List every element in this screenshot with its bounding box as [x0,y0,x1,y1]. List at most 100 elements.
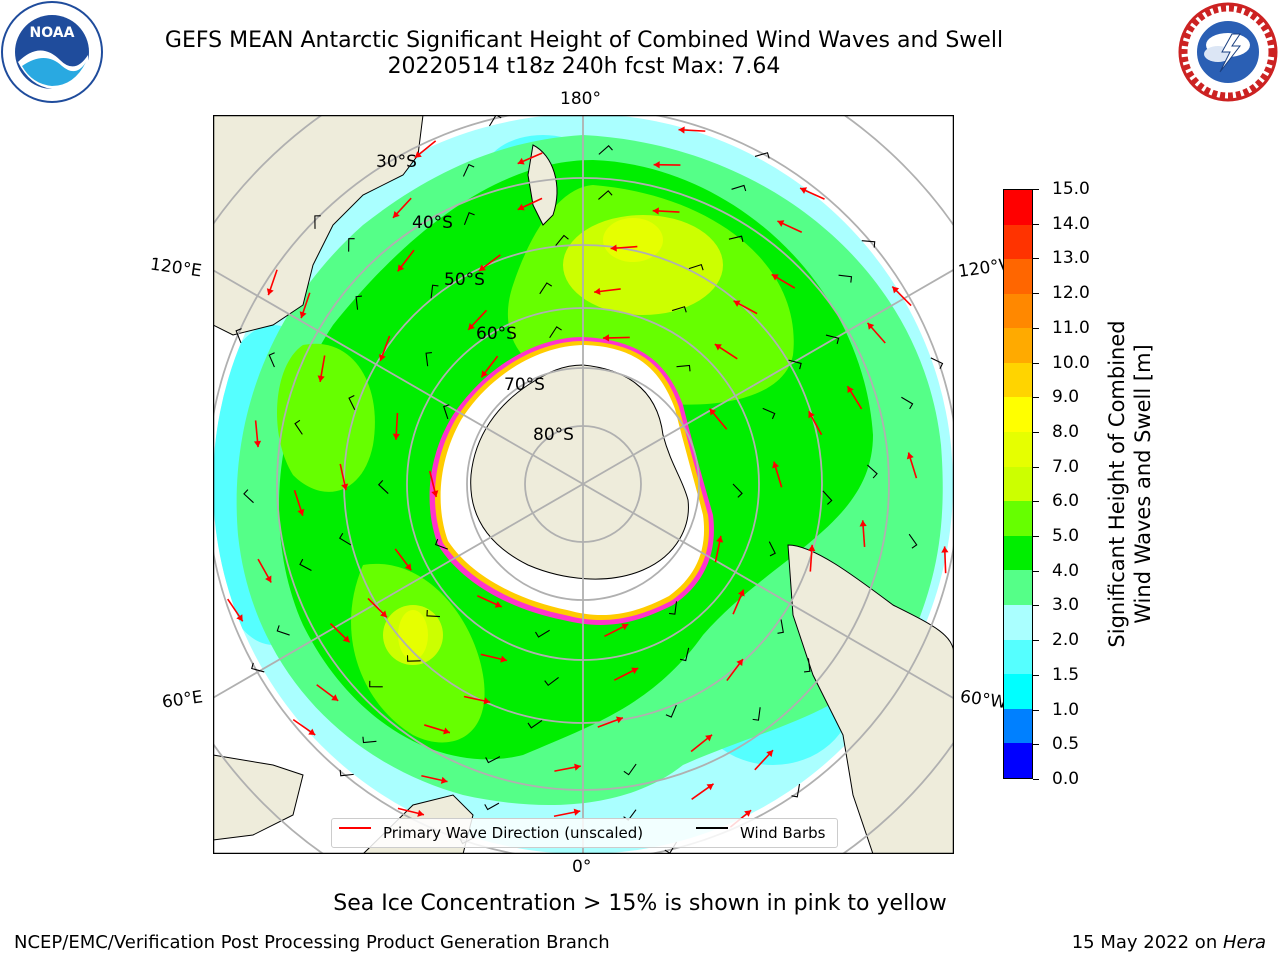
colorbar-title: Significant Height of Combined Wind Wave… [1104,320,1156,647]
wave-arrow-head [378,354,386,362]
wind-barb [598,145,613,155]
colorbar-segment [1004,224,1032,260]
colorbar-tick-mark [1033,744,1039,746]
wave-arrow-head [265,575,272,583]
wind-barb [688,263,704,271]
wave-arrow-head [906,452,914,460]
wind-barb [314,215,321,229]
wave-arrow-head [468,323,475,330]
wind-barb [825,334,840,345]
colorbar-segment [1004,743,1032,778]
wave-arrow-head [652,207,659,215]
colorbar-tick-mark [1033,640,1039,642]
wind-barb [768,541,776,557]
wind-barb [485,756,501,764]
antarctica-landmass [470,364,689,580]
lon-label-60w: 60°W [958,686,1009,714]
wind-barb [539,282,553,295]
wave-arrow-head [766,750,774,757]
lon-label-180: 180° [560,89,601,109]
wave-arrow-head [744,810,752,817]
wind-barb [488,115,502,127]
colorbar-tick-label: 3.0 [1052,595,1080,616]
wave-arrow-head [440,776,448,784]
wave-arrow-head [941,546,949,553]
wave-arrow-head [631,667,639,675]
wind-barb [669,601,678,615]
colorbar-tick-label: 14.0 [1052,213,1090,234]
colorbar-title-line1: Significant Height of Combined [1105,320,1129,648]
wave-arrow-head [716,535,724,543]
wave-arrow-head [714,344,722,351]
wind-barb [369,680,383,688]
wave-arrow-head [308,728,316,735]
colorbar-tick-mark [1033,327,1039,329]
colorbar-tick-mark [1033,501,1039,503]
svg-text:NOAA: NOAA [30,25,75,41]
wind-barb [665,704,677,718]
colorbar-tick-mark [1033,570,1039,572]
wind-barb [463,212,475,226]
wave-arrow-head [517,203,525,211]
wind-barb [861,240,876,248]
wind-barb [679,647,690,662]
wind-barb [348,395,356,411]
wind-barb [732,483,743,498]
colorbar-tick-label: 9.0 [1052,387,1080,408]
chart-title-line2: 20220514 t18z 240h fcst Max: 7.64 [387,54,781,79]
wave-arrow-head [481,370,488,378]
noaa-logo-icon: NOAA [1,1,103,103]
colorbar-title-line2: Wind Waves and Swell [m] [1131,344,1155,624]
wave-arrow-head [705,734,713,742]
wave-arrow-head [621,623,629,631]
colorbar-tick-label: 6.0 [1052,491,1080,512]
wind-barb [462,163,475,177]
wind-barb [838,274,853,283]
wind-barb [762,407,776,420]
wave-arrow-head [808,411,815,419]
wind-barb [362,736,377,744]
wave-arrow-head [478,264,486,271]
wind-barb [434,538,449,550]
footer-date-text: 15 May 2022 on [1071,932,1223,953]
wind-barb [251,662,265,673]
wave-arrow-head [392,211,400,218]
wave-arrow-head [574,763,581,771]
colorbar-tick-label: 7.0 [1052,456,1080,477]
colorbar-tick-mark [1033,293,1039,295]
wind-barb [731,184,747,192]
wave-arrow-head [733,300,741,307]
wave-arrow-head [443,727,450,735]
lat-label-60s: 60°S [476,324,517,344]
colorbar-tick-label: 15.0 [1052,179,1090,199]
wave-arrow-head [404,563,412,571]
wave-arrow-head [417,809,424,817]
wind-barb [348,238,355,252]
colorbar-segment [1004,293,1032,329]
wind-barb [339,769,354,777]
footer-host: Hera [1222,932,1266,953]
wind-barb [598,190,613,200]
wave-arrow-head [236,614,243,622]
wind-barb [671,306,687,313]
wind-barb [908,533,918,549]
wind-barb [754,152,770,159]
wind-barb [425,351,432,367]
colorbar-tick-label: 10.0 [1052,352,1090,373]
primary-wave-direction-arrows [227,126,949,828]
sea-ice-note: Sea Ice Concentration > 15% is shown in … [333,891,947,916]
wind-barb [235,328,242,344]
wave-arrow-head [800,187,808,194]
wave-arrow-head [331,694,339,701]
colorbar-segment [1004,708,1032,744]
colorbar-tick-mark [1033,709,1039,711]
wind-barb [377,480,389,494]
lon-label-0: 0° [572,857,592,877]
wave-arrow-head [847,386,854,394]
wind-barb [728,235,744,243]
wave-arrow-head [709,408,717,416]
colorbar-tick-label: 1.5 [1052,664,1080,685]
colorbar-segment [1004,535,1032,571]
wave-arrow-head [610,244,617,252]
wave-arrow-head [653,161,660,169]
